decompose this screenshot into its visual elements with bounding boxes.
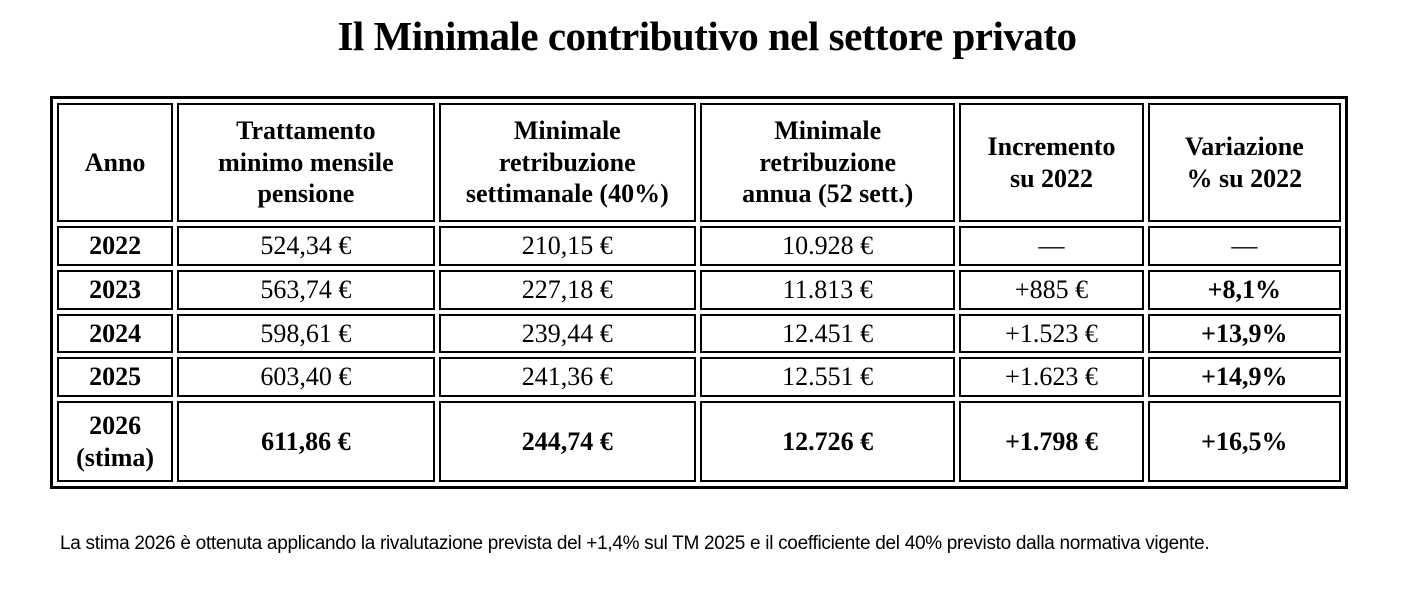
column-header-variazione-pct-su-2022: Variazione % su 2022 [1147, 103, 1341, 223]
value-cell-minimale-retribuzione-annua: 12.451 € [699, 313, 956, 354]
table-header-row: Anno Trattamento minimo mensile pensione M… [57, 103, 1341, 223]
value-cell-incremento-su-2022: +1.523 € [959, 313, 1144, 354]
page-title: Il Minimale contributivo nel settore pri… [337, 13, 1077, 59]
value-cell-minimale-retribuzione-settimanale: 241,36 € [438, 357, 696, 398]
year-cell: 2025 [57, 357, 174, 398]
value-cell-trattamento-minimo-mensile-pensione: 563,74 € [177, 269, 435, 310]
value-cell-minimale-retribuzione-annua: 12.726 € [699, 401, 956, 483]
value-cell-incremento-su-2022: +885 € [959, 269, 1144, 310]
value-cell-minimale-retribuzione-annua: 11.813 € [699, 269, 956, 310]
value-cell-minimale-retribuzione-settimanale: 210,15 € [438, 226, 696, 266]
value-cell-minimale-retribuzione-settimanale: 227,18 € [438, 269, 696, 310]
value-cell-trattamento-minimo-mensile-pensione: 611,86 € [177, 401, 435, 483]
footnote: La stima 2026 è ottenuta applicando la r… [60, 533, 1210, 555]
value-cell-trattamento-minimo-mensile-pensione: 603,40 € [177, 357, 435, 398]
year-cell: 2024 [57, 313, 174, 354]
table-row-2024: 2024 598,61 €239,44 €12.451 € +1.523 € +13,… [57, 313, 1341, 354]
value-cell-incremento-su-2022: — [959, 226, 1144, 266]
value-cell-variazione-pct-su-2022: +8,1% [1147, 269, 1341, 310]
column-header-trattamento-minimo-mensile-pensione: Trattamento minimo mensile pensione [177, 103, 435, 223]
value-cell-minimale-retribuzione-annua: 10.928 € [699, 226, 956, 266]
value-cell-trattamento-minimo-mensile-pensione: 598,61 € [177, 313, 435, 354]
column-header-minimale-retribuzione-annua: Minimale retribuzione annua (52 sett.) [699, 103, 956, 223]
column-header-anno: Anno [57, 103, 174, 223]
year-cell: 2023 [57, 269, 174, 310]
minimale-contributivo-table: Anno Trattamento minimo mensile pensione M… [50, 96, 1348, 490]
page: Il Minimale contributivo nel settore pri… [0, 12, 1414, 606]
value-cell-trattamento-minimo-mensile-pensione: 524,34 € [177, 226, 435, 266]
year-cell: 2026 (stima) [57, 401, 174, 483]
column-header-incremento-su-2022: Incremento su 2022 [959, 103, 1144, 223]
value-cell-variazione-pct-su-2022: — [1147, 226, 1341, 266]
value-cell-variazione-pct-su-2022: +13,9% [1147, 313, 1341, 354]
table-row-2023: 2023 563,74 €227,18 €11.813 € +885 € +8,1% [57, 269, 1341, 310]
year-cell: 2022 [57, 226, 174, 266]
table-row-2026: 2026 (stima) 611,86 €244,74 €12.726 € +1.7… [57, 401, 1341, 483]
table-row-2022: 2022 524,34 €210,15 €10.928 € — — [57, 226, 1341, 266]
value-cell-minimale-retribuzione-annua: 12.551 € [699, 357, 956, 398]
value-cell-variazione-pct-su-2022: +14,9% [1147, 357, 1341, 398]
table-row-2025: 2025 603,40 €241,36 €12.551 € +1.623 € +14,… [57, 357, 1341, 398]
column-header-minimale-retribuzione-settimanale: Minimale retribuzione settimanale (40%) [438, 103, 696, 223]
value-cell-variazione-pct-su-2022: +16,5% [1147, 401, 1341, 483]
value-cell-minimale-retribuzione-settimanale: 244,74 € [438, 401, 696, 483]
value-cell-incremento-su-2022: +1.623 € [959, 357, 1144, 398]
value-cell-minimale-retribuzione-settimanale: 239,44 € [438, 313, 696, 354]
value-cell-incremento-su-2022: +1.798 € [959, 401, 1144, 483]
